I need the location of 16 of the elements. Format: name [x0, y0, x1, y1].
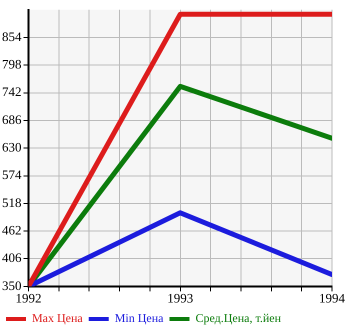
x-tick-label: 1992: [16, 290, 42, 306]
y-tick-label: 462: [2, 222, 22, 238]
y-tick-label: 686: [2, 112, 22, 127]
y-tick-label: 406: [2, 250, 22, 266]
y-tick-label: 518: [2, 194, 22, 210]
legend-label: Max Цена: [32, 311, 84, 326]
y-tick-label: 854: [2, 28, 22, 44]
y-tick-label: 798: [2, 56, 22, 72]
x-tick-label: 1994: [319, 290, 345, 306]
y-tick-label: 574: [2, 167, 22, 182]
y-tick-label: 350: [2, 278, 22, 293]
legend-label: Сред.Цена, т.йен: [195, 311, 282, 326]
y-tick-label: 742: [2, 84, 22, 100]
legend-label: Min Цена: [114, 311, 164, 326]
x-tick-label: 1993: [167, 290, 194, 306]
y-tick-label: 630: [2, 140, 22, 155]
